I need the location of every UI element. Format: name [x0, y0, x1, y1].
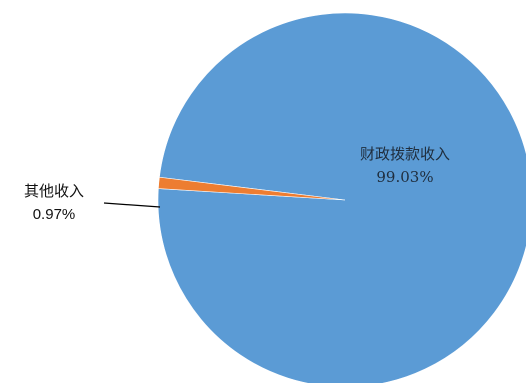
slice-label-main-value: 99.03%	[376, 168, 433, 186]
pie-slice-other	[158, 176, 346, 201]
slice-label-other-name: 其他收入	[24, 182, 84, 200]
pie-slices	[157, 12, 526, 383]
slice-label-main-name: 财政拨款收入	[360, 145, 450, 163]
pie-slice-main	[157, 12, 526, 383]
leader-line-other	[103, 202, 161, 208]
slice-label-other-value: 0.97%	[33, 206, 76, 223]
